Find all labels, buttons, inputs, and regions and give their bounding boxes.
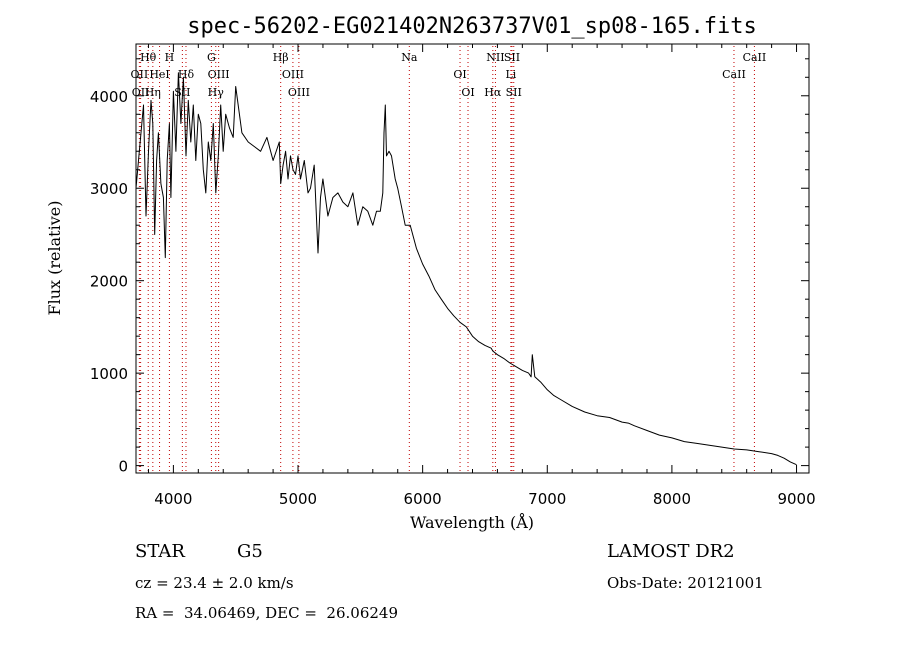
line-label: Na (401, 51, 418, 64)
spectrum-line (135, 72, 797, 466)
y-tick-label: 3000 (90, 180, 128, 198)
x-axis-label: Wavelength (Å) (410, 512, 534, 532)
x-tick-label: 4000 (154, 490, 192, 508)
line-label: OI (461, 86, 474, 99)
x-tick-label: 9000 (777, 490, 815, 508)
y-tick-label: 1000 (90, 365, 128, 383)
line-label: OIII (282, 68, 304, 81)
line-label: H (165, 51, 175, 64)
line-label: NII (486, 51, 504, 64)
line-label: OIII (288, 86, 310, 99)
object-subclass: G5 (237, 541, 263, 562)
line-label: OIII (208, 68, 230, 81)
survey-name: LAMOST DR2 (607, 541, 735, 562)
line-label: CaII (722, 68, 746, 81)
line-label: Hγ (208, 86, 225, 99)
line-label: HeI (149, 68, 169, 81)
y-tick-label: 0 (118, 458, 128, 476)
redshift-velocity: cz = 23.4 ± 2.0 km/s (135, 574, 294, 592)
x-tick-label: 8000 (653, 490, 691, 508)
emission-line-labels: HθOIIOIIHηHeIHHδSIIGOIIIHγHβOIIIOIIINaOI… (131, 51, 767, 99)
line-label: OII (131, 68, 149, 81)
line-label: SII (506, 86, 522, 99)
object-class: STAR (135, 541, 185, 562)
x-tick-label: 7000 (528, 490, 566, 508)
line-label: Hδ (178, 68, 195, 81)
observation-date: Obs-Date: 20121001 (607, 574, 764, 592)
line-label: Hβ (273, 51, 289, 64)
plot-frame (135, 43, 810, 474)
line-label: Hη (145, 86, 161, 99)
y-axis-label: Flux (relative) (45, 201, 64, 316)
line-label: Li (505, 68, 516, 81)
line-label: CaII (743, 51, 767, 64)
line-label: Hθ (140, 51, 157, 64)
y-axis-ticks: 0 1000 2000 3000 4000 (90, 58, 809, 476)
x-tick-label: 6000 (404, 490, 442, 508)
line-label: OI (453, 68, 466, 81)
coordinates: RA = 34.06469, DEC = 26.06249 (135, 604, 399, 622)
line-label: Hα (484, 86, 502, 99)
emission-line-markers (138, 46, 755, 473)
line-label: SII (504, 51, 520, 64)
x-tick-label: 5000 (279, 490, 317, 508)
line-label: G (207, 51, 216, 64)
y-tick-label: 4000 (90, 88, 128, 106)
x-axis-ticks: 4000 5000 6000 7000 8000 9000 (147, 44, 816, 508)
chart-title: spec-56202-EG021402N263737V01_sp08-165.f… (187, 14, 757, 39)
y-tick-label: 2000 (90, 273, 128, 291)
